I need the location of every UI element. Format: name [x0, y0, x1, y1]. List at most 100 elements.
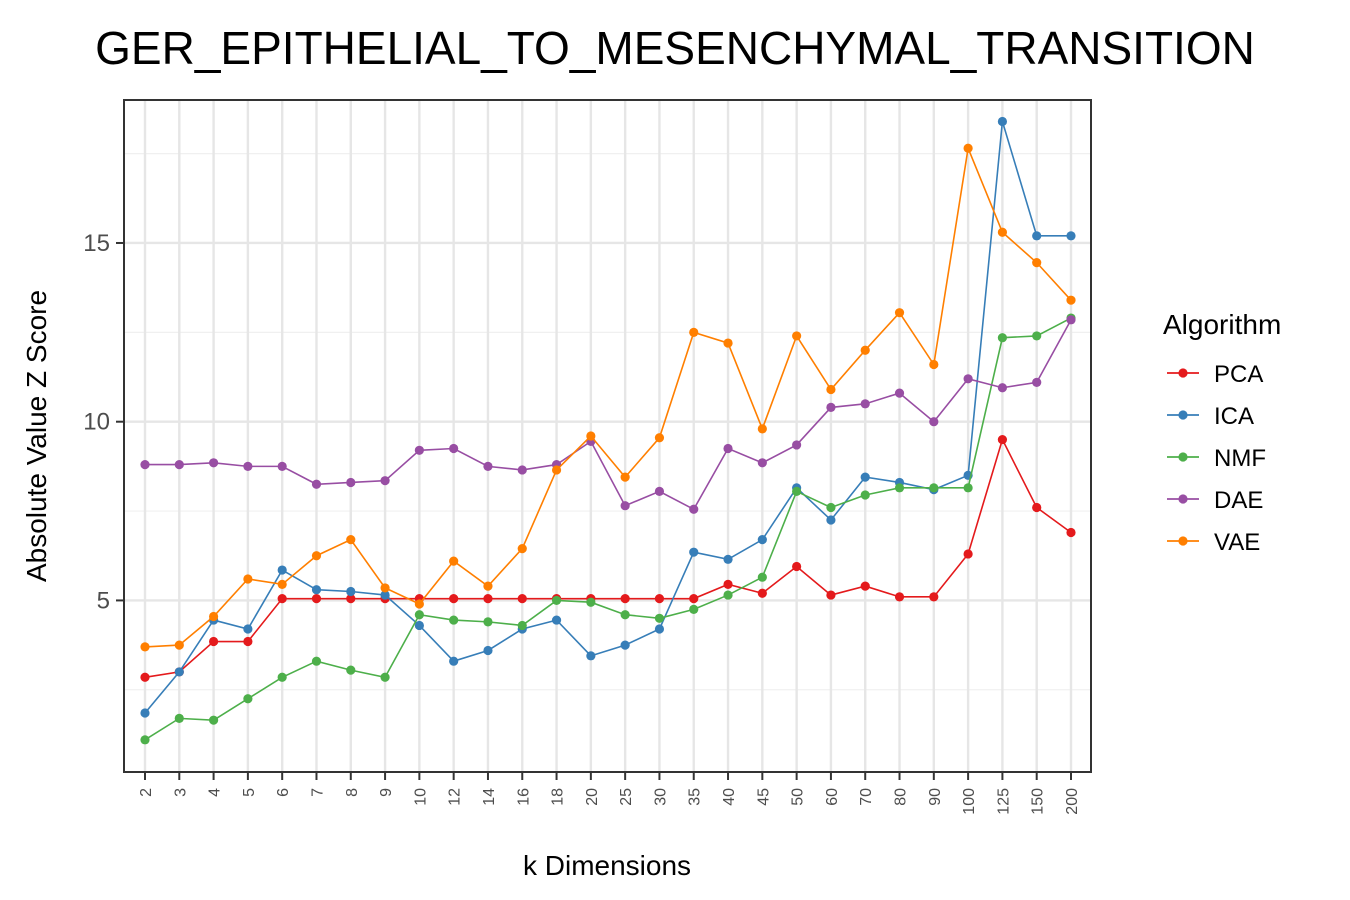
- data-point-dae: [208, 458, 219, 468]
- x-tick-label: 150: [1030, 788, 1047, 815]
- x-tick-label: 10: [412, 788, 429, 806]
- data-point-pca: [963, 549, 973, 559]
- y-tick-label: 5: [97, 587, 110, 614]
- data-point-vae: [929, 359, 939, 370]
- data-point-nmf: [586, 597, 596, 607]
- x-tick-label: 200: [1064, 788, 1081, 815]
- x-axis: 2 3 4 5 6 7 8 9 10 12 14 16 18 20 25 30 35 40 45 50 60 70 80 90…: [138, 772, 1081, 815]
- data-point-ica: [1032, 231, 1042, 241]
- x-tick-label: 20: [584, 788, 601, 806]
- data-point-pca: [654, 594, 665, 604]
- data-point-vae: [551, 465, 562, 475]
- data-point-ica: [346, 586, 356, 597]
- x-tick-label: 100: [961, 788, 978, 815]
- x-tick-label: 70: [858, 788, 875, 806]
- data-point-ica: [449, 656, 459, 666]
- series-line-ica: [144, 121, 1071, 714]
- data-point-dae: [723, 443, 733, 454]
- data-point-pca: [483, 594, 493, 604]
- data-point-nmf: [551, 595, 562, 606]
- data-point-nmf: [517, 620, 527, 631]
- data-point-dae: [449, 443, 459, 454]
- data-point-nmf: [174, 713, 184, 723]
- data-point-nmf: [723, 590, 733, 600]
- data-point-vae: [1066, 295, 1076, 305]
- data-point-pca: [208, 636, 219, 647]
- data-point-nmf: [243, 694, 253, 704]
- data-point-nmf: [380, 672, 390, 682]
- data-point-pca: [894, 592, 905, 602]
- data-point-nmf: [757, 572, 767, 582]
- data-point-vae: [311, 551, 322, 561]
- data-point-ica: [826, 515, 836, 525]
- data-point-pca: [929, 592, 939, 602]
- x-tick-label: 9: [378, 788, 395, 797]
- x-tick-label: 7: [309, 788, 326, 797]
- data-point-ica: [311, 585, 322, 595]
- legend-item-ica: ICA: [1167, 403, 1254, 430]
- data-point-nmf: [894, 483, 905, 493]
- data-point-pca: [1066, 527, 1076, 538]
- legend-label: ICA: [1214, 403, 1254, 430]
- data-point-nmf: [311, 656, 322, 666]
- data-point-nmf: [792, 486, 802, 497]
- data-point-vae: [174, 640, 184, 650]
- data-point-vae: [243, 574, 253, 584]
- data-point-vae: [894, 308, 905, 318]
- data-point-nmf: [346, 665, 356, 675]
- data-point-dae: [1032, 377, 1042, 387]
- data-point-nmf: [414, 610, 424, 620]
- data-point-vae: [1032, 258, 1042, 268]
- data-point-dae: [174, 459, 184, 470]
- x-axis-title: k Dimensions: [523, 850, 691, 881]
- data-point-ica: [414, 620, 424, 631]
- plot-panel-border: [123, 99, 1092, 773]
- data-point-vae: [689, 327, 699, 337]
- data-point-pca: [997, 434, 1008, 445]
- x-tick-label: 5: [241, 788, 258, 797]
- x-tick-label: 40: [721, 788, 738, 806]
- data-point-dae: [414, 445, 424, 455]
- data-point-nmf: [997, 333, 1008, 343]
- data-point-pca: [449, 594, 459, 604]
- legend-key-point: [1178, 410, 1188, 420]
- data-point-ica: [723, 554, 733, 564]
- data-point-ica: [757, 535, 767, 545]
- data-point-vae: [346, 535, 356, 545]
- data-point-ica: [654, 624, 665, 634]
- data-point-vae: [997, 227, 1008, 237]
- data-point-dae: [346, 477, 356, 488]
- data-point-pca: [757, 588, 767, 598]
- data-point-vae: [757, 424, 767, 434]
- data-point-dae: [243, 461, 253, 471]
- data-point-dae: [894, 388, 905, 398]
- data-point-pca: [689, 594, 699, 604]
- data-point-nmf: [654, 613, 665, 623]
- legend-key-point: [1178, 452, 1188, 462]
- legend-title: Algorithm: [1163, 309, 1281, 340]
- data-point-pca: [792, 561, 802, 572]
- data-point-vae: [826, 384, 836, 395]
- data-point-dae: [963, 374, 973, 384]
- data-point-ica: [551, 615, 562, 625]
- legend-item-dae: DAE: [1167, 487, 1263, 514]
- data-point-ica: [689, 547, 699, 557]
- data-point-ica: [277, 565, 287, 575]
- series-line-dae: [145, 319, 1072, 511]
- data-point-vae: [723, 338, 733, 348]
- data-point-ica: [174, 667, 184, 677]
- data-point-dae: [929, 417, 939, 427]
- x-tick-label: 25: [618, 788, 635, 806]
- data-point-nmf: [449, 615, 459, 625]
- x-tick-label: 50: [790, 788, 807, 806]
- data-point-ica: [997, 116, 1008, 127]
- x-tick-label: 2: [138, 788, 155, 797]
- data-point-pca: [517, 594, 527, 604]
- data-point-dae: [757, 458, 767, 468]
- x-tick-label: 18: [550, 788, 567, 806]
- data-point-ica: [243, 624, 253, 634]
- data-point-dae: [311, 479, 322, 489]
- data-point-vae: [654, 433, 665, 443]
- x-tick-label: 14: [481, 788, 498, 806]
- data-point-vae: [380, 583, 390, 593]
